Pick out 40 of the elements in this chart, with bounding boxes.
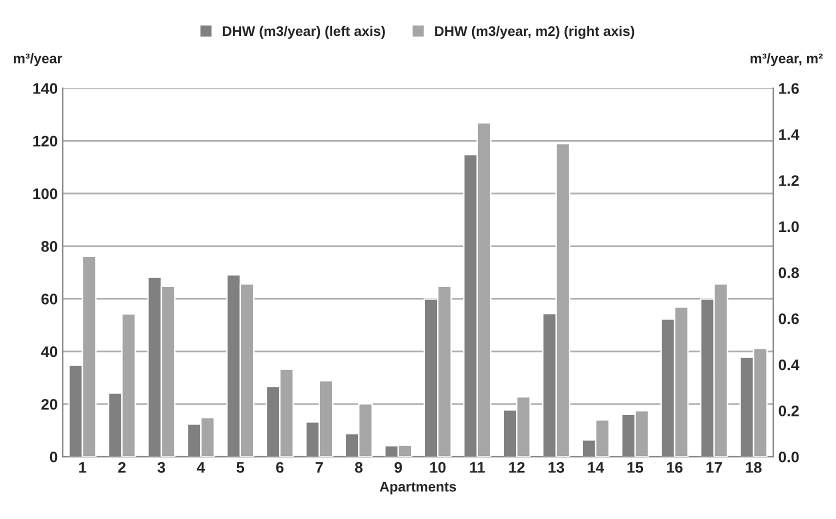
y-tick-label: 40 bbox=[41, 346, 58, 358]
x-tick-label: 5 bbox=[236, 462, 244, 473]
x-tick-label: 13 bbox=[548, 462, 564, 473]
x-tick-label: 10 bbox=[430, 462, 446, 473]
x-tick-label: 7 bbox=[316, 462, 323, 473]
x-tick-label: 3 bbox=[157, 462, 166, 473]
legend-label: DHW (m3/year, m2) (right axis) bbox=[435, 26, 634, 39]
x-tick-label: 14 bbox=[588, 462, 604, 473]
x-tick-label: 11 bbox=[470, 462, 485, 473]
x-tick-label: 18 bbox=[746, 462, 762, 473]
x-tick-label: 9 bbox=[394, 462, 402, 473]
x-tick-label: 12 bbox=[509, 462, 525, 473]
y-tick-label: 140 bbox=[33, 83, 58, 94]
y2-axis-title: m³/year, m² bbox=[750, 53, 823, 66]
y2-tick-label: 0.2 bbox=[778, 406, 799, 416]
x-tick-label: 15 bbox=[628, 462, 644, 473]
x-tick-label: 2 bbox=[118, 462, 126, 473]
y2-tick-label: 0.4 bbox=[778, 359, 800, 370]
y-axis-title: m³/year bbox=[14, 53, 62, 66]
x-axis-title: Apartments bbox=[380, 482, 456, 494]
x-tick-label: 4 bbox=[196, 462, 206, 473]
y2-tick-label: 0.8 bbox=[778, 267, 799, 278]
y-tick-label: 60 bbox=[41, 294, 58, 304]
x-tick-label: 16 bbox=[667, 462, 683, 473]
y-tick-label: 100 bbox=[33, 188, 58, 200]
y-tick-label: 20 bbox=[41, 398, 58, 410]
y-tick-label: 80 bbox=[41, 241, 58, 252]
y2-tick-label: 1.4 bbox=[779, 129, 800, 140]
y2-tick-label: 1.0 bbox=[779, 221, 799, 232]
x-tick-label: 1 bbox=[79, 462, 86, 473]
y-tick-label: 0 bbox=[50, 452, 58, 462]
x-tick-label: 6 bbox=[276, 462, 284, 473]
y2-tick-label: 1.6 bbox=[779, 83, 799, 94]
y-tick-label: 120 bbox=[33, 136, 58, 147]
y2-tick-label: 0.0 bbox=[778, 452, 799, 462]
y2-tick-label: 1.2 bbox=[779, 175, 799, 186]
legend-label: DHW (m3/year) (left axis) bbox=[222, 26, 385, 39]
x-tick-label: 17 bbox=[706, 462, 722, 473]
y2-tick-label: 0.6 bbox=[778, 313, 799, 324]
x-tick-label: 8 bbox=[355, 462, 363, 473]
